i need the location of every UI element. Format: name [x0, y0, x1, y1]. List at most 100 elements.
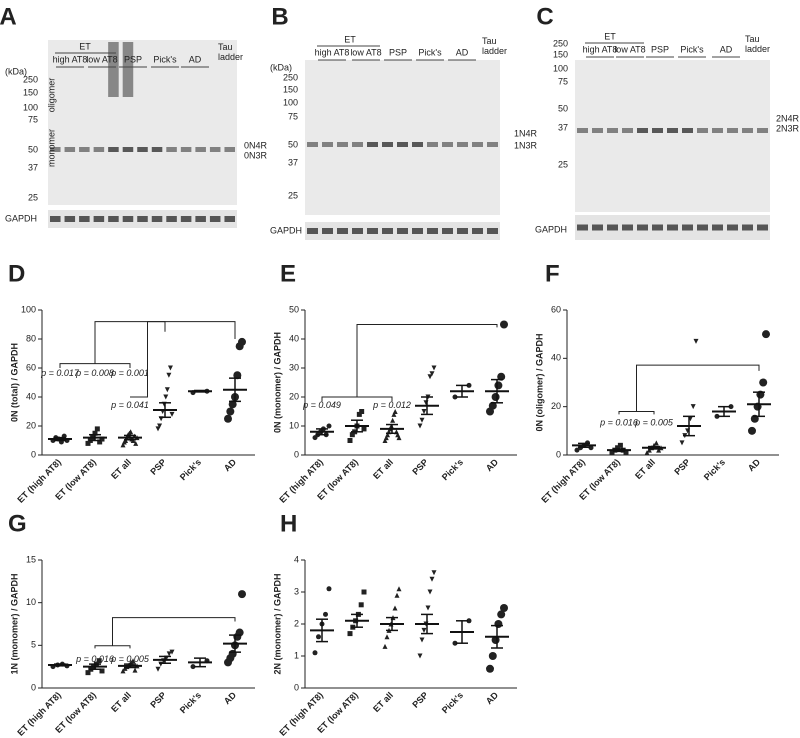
band-label: 1N3R	[514, 140, 538, 150]
point	[326, 586, 332, 592]
gapdh-band	[577, 224, 588, 231]
gapdh-band	[224, 216, 235, 222]
y-axis-label: 0N (monomer) / GAPDH	[272, 332, 282, 433]
band	[457, 142, 468, 147]
y-tick-label: 15	[26, 554, 36, 564]
band	[412, 142, 423, 147]
point	[169, 411, 175, 417]
ladder-label: Tau ladder	[218, 42, 244, 62]
point	[417, 653, 423, 659]
membrane	[48, 40, 237, 205]
point	[130, 658, 136, 664]
lane-header: low AT8	[350, 47, 381, 57]
point	[421, 409, 427, 414]
point	[120, 668, 126, 674]
point	[500, 320, 508, 329]
lane-header: low AT8	[614, 44, 645, 54]
x-tick-label: ET all	[109, 690, 133, 714]
p-value: p = 0.001	[110, 368, 149, 378]
point	[233, 371, 242, 380]
gapdh-band	[412, 228, 423, 234]
group-label: ET	[344, 34, 356, 44]
lane-header: high AT8	[315, 47, 350, 57]
bracket	[356, 324, 498, 397]
group-label: ET	[79, 41, 91, 51]
gapdh-band	[50, 216, 61, 222]
point	[166, 372, 172, 378]
band-label: 0N4R	[244, 140, 268, 150]
band	[727, 128, 738, 133]
lane-header: high AT8	[53, 54, 88, 64]
point	[427, 589, 433, 595]
point	[316, 634, 321, 640]
y-tick-label: 20	[26, 420, 36, 430]
band	[79, 147, 90, 152]
lane-header: PSP	[651, 44, 669, 54]
band	[137, 147, 148, 152]
point	[452, 640, 458, 646]
kda-marker: 75	[28, 114, 38, 124]
point	[85, 440, 91, 446]
point	[425, 605, 431, 611]
gapdh-band	[166, 216, 177, 222]
point	[653, 440, 659, 446]
kda-marker: 150	[553, 49, 568, 59]
point	[312, 650, 318, 656]
band	[667, 128, 678, 133]
kda-marker: 25	[288, 190, 298, 200]
point	[164, 387, 170, 393]
x-tick-label: Pick's	[702, 457, 727, 482]
band	[592, 128, 603, 133]
point	[385, 432, 391, 438]
panel-letter: B	[271, 3, 288, 30]
band	[682, 128, 693, 133]
y-tick-label: 40	[289, 333, 299, 343]
kda-marker: 50	[558, 103, 568, 113]
p-value: p = 0.005	[634, 417, 674, 427]
band	[712, 128, 723, 133]
point	[120, 442, 126, 448]
point	[169, 649, 175, 655]
gapdh-band	[697, 224, 708, 231]
kda-marker: 37	[28, 162, 38, 172]
point	[728, 404, 734, 410]
ladder-label: Tau ladder	[482, 36, 508, 56]
band	[472, 142, 483, 147]
band	[322, 142, 333, 147]
gapdh-band	[352, 228, 363, 234]
y-axis-label: 0N (total) / GAPDH	[9, 343, 19, 422]
gapdh-band	[757, 224, 768, 231]
y-tick-label: 0	[294, 449, 299, 459]
point	[419, 417, 425, 423]
y-axis-label: 1N (monomer) / GAPDH	[9, 573, 19, 674]
point	[693, 338, 699, 344]
y-tick-label: 0	[294, 682, 299, 692]
gapdh-band	[442, 228, 453, 234]
p-value: p = 0.041	[110, 400, 149, 410]
point	[500, 604, 508, 612]
kda-marker: 75	[558, 76, 568, 86]
band	[397, 142, 408, 147]
panel-letter: E	[280, 260, 296, 287]
side-label: monomer	[46, 129, 56, 167]
x-tick-label: Pick's	[440, 690, 465, 715]
point	[94, 426, 100, 432]
x-tick-label: ET all	[371, 690, 395, 714]
point	[497, 610, 506, 619]
panel-letter: H	[280, 510, 297, 537]
lane-header: Pick's	[680, 44, 704, 54]
y-axis-label: 0N (oligomer) / GAPDH	[534, 333, 544, 431]
band	[637, 128, 648, 133]
point	[623, 450, 629, 456]
band-label: 2N4R	[776, 113, 800, 123]
point	[99, 668, 105, 674]
gapdh-band	[652, 224, 663, 231]
point	[349, 432, 355, 438]
y-axis-label: 2N (monomer) / GAPDH	[272, 573, 282, 674]
membrane	[305, 60, 500, 215]
x-tick-label: Pick's	[178, 457, 203, 482]
p-value: p = 0.016	[75, 654, 114, 664]
point	[452, 394, 458, 400]
kda-marker: 100	[283, 97, 298, 107]
